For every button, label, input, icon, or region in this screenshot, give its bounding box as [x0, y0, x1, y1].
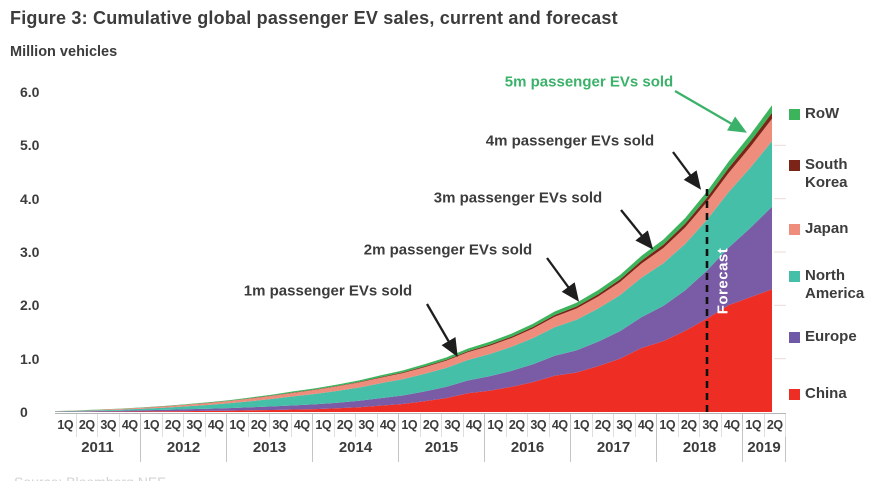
quarter-tick-label: 1Q: [571, 414, 593, 437]
annotation-arrow: [620, 209, 654, 250]
annotation-arrows: [426, 90, 747, 357]
quarter-tick-label: 3Q: [270, 414, 292, 437]
y-axis-tick-label: 6.0: [20, 84, 40, 100]
quarter-tick-label: 4Q: [206, 414, 227, 437]
legend-label: Europe: [805, 328, 857, 345]
quarter-tick-label: 4Q: [464, 414, 485, 437]
quarter-tick-label: 4Q: [378, 414, 399, 437]
year-label-2017: 2017: [571, 437, 657, 462]
quarter-tick-label: 3Q: [614, 414, 636, 437]
area-band-china: [55, 289, 772, 412]
year-label-2019: 2019: [743, 437, 786, 462]
gridline-stubs: [774, 144, 786, 360]
figure-title: Figure 3: Cumulative global passenger EV…: [10, 8, 618, 28]
year-label-row: 2011 2012 2013 2014 2015 2016 2017 2018 2019: [55, 437, 786, 462]
legend-label: North America: [805, 267, 865, 302]
y-axis-tick-label: 0: [20, 404, 28, 420]
quarter-tick-label: 1Q: [313, 414, 335, 437]
quarter-tick-label: 1Q: [657, 414, 679, 437]
source-note: Source: Bloomberg NEF: [14, 474, 166, 481]
quarter-tick-label: 3Q: [356, 414, 378, 437]
quarter-tick-label: 4Q: [722, 414, 743, 437]
legend-label: China: [805, 385, 847, 402]
legend-swatch-south-korea: [789, 160, 800, 171]
year-label-2015: 2015: [399, 437, 485, 462]
quarter-tick-label: 4Q: [292, 414, 313, 437]
legend-item-japan: Japan: [789, 220, 848, 238]
quarter-tick-label: 3Q: [528, 414, 550, 437]
quarter-tick-label: 2Q: [163, 414, 184, 437]
quarter-tick-label: 3Q: [98, 414, 120, 437]
quarter-tick-label: 1Q: [141, 414, 163, 437]
legend-swatch-europe: [789, 332, 800, 343]
quarter-tick-label: 1Q: [227, 414, 249, 437]
quarter-tick-label: 1Q: [399, 414, 421, 437]
area-bands: [55, 105, 772, 412]
year-label-2012: 2012: [141, 437, 227, 462]
quarter-tick-row: 1Q 2Q 3Q 4Q 1Q 2Q 3Q 4Q 1Q 2Q 3Q 4Q 1Q 2Q 3Q 4Q 1Q 2Q 3Q 4Q…: [55, 414, 786, 437]
quarter-tick-label: 2Q: [335, 414, 356, 437]
legend-item-north-america: North America: [789, 267, 879, 303]
annotation-text: 4m passenger EVs sold: [485, 132, 655, 150]
quarter-tick-label: 3Q: [442, 414, 464, 437]
legend-item-south-korea: South Korea: [789, 156, 879, 192]
y-axis-tick-label: 1.0: [20, 350, 40, 367]
annotation-arrow: [426, 303, 458, 357]
legend-label: RoW: [805, 105, 840, 122]
annotation-text: 1m passenger EVs sold: [243, 282, 413, 300]
legend-swatch-row: [789, 109, 800, 120]
quarter-tick-label: 2Q: [593, 414, 614, 437]
y-axis-tick-label: 2.0: [20, 297, 40, 314]
annotation-text: 3m passenger EVs sold: [433, 189, 603, 207]
year-label-2011: 2011: [55, 437, 141, 462]
legend-swatch-japan: [789, 224, 800, 235]
legend-item-china: China: [789, 385, 847, 403]
quarter-tick-label: 3Q: [700, 414, 722, 437]
year-label-2018: 2018: [657, 437, 743, 462]
quarter-tick-label: 2Q: [421, 414, 442, 437]
legend-item-europe: Europe: [789, 328, 857, 346]
year-label-2014: 2014: [313, 437, 399, 462]
y-axis-tick-label: 4.0: [20, 190, 40, 207]
quarter-tick-label: 2Q: [679, 414, 700, 437]
y-axis-tick-label: 5.0: [20, 137, 40, 154]
quarter-tick-label: 2Q: [249, 414, 270, 437]
quarter-tick-label: 2Q: [507, 414, 528, 437]
quarter-tick-label: 4Q: [550, 414, 571, 437]
annotation-text: 2m passenger EVs sold: [363, 241, 533, 259]
legend-item-row: RoW: [789, 105, 839, 123]
forecast-label: Forecast: [714, 247, 732, 315]
year-label-2016: 2016: [485, 437, 571, 462]
annotation-arrow: [672, 151, 702, 190]
quarter-tick-label: 3Q: [184, 414, 206, 437]
y-axis-units-label: Million vehicles: [10, 44, 118, 60]
quarter-tick-label: 4Q: [636, 414, 657, 437]
y-axis-tick-label: 3.0: [20, 244, 40, 260]
quarter-tick-label: 2Q: [77, 414, 98, 437]
annotation-arrow: [546, 257, 580, 302]
legend-label: Japan: [805, 220, 849, 237]
quarter-tick-label: 1Q: [743, 414, 765, 437]
legend: RoW South Korea Japan North America Europe Ch…: [789, 0, 879, 486]
quarter-tick-label: 1Q: [485, 414, 507, 437]
x-axis: 1Q 2Q 3Q 4Q 1Q 2Q 3Q 4Q 1Q 2Q 3Q 4Q 1Q 2Q 3Q 4Q 1Q 2Q 3Q 4Q…: [55, 413, 786, 462]
legend-label: South Korea: [805, 156, 848, 191]
year-label-2013: 2013: [227, 437, 313, 462]
legend-swatch-china: [789, 389, 800, 400]
quarter-tick-label: 2Q: [765, 414, 786, 437]
area-band-europe: [55, 206, 772, 412]
quarter-tick-label: 1Q: [55, 414, 77, 437]
quarter-tick-label: 4Q: [120, 414, 141, 437]
annotation-arrow: [674, 90, 747, 133]
legend-swatch-north-america: [789, 271, 800, 282]
annotation-text: 5m passenger EVs sold: [504, 73, 674, 91]
